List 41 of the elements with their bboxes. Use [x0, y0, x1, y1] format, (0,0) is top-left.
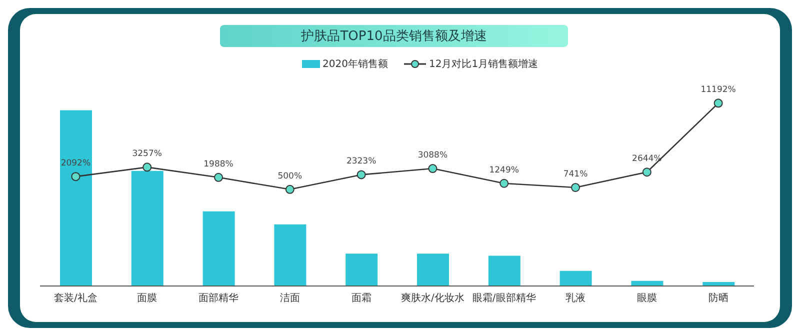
- point: [642, 168, 652, 177]
- bar: [202, 211, 235, 286]
- point: [500, 178, 509, 188]
- point: [428, 164, 438, 174]
- x-tick-label: 爽肤水/化妆水: [401, 292, 464, 304]
- data-label: 3257%: [132, 149, 162, 160]
- point: [142, 162, 152, 172]
- x-tick-label: 眼霜/眼部精华: [472, 292, 536, 304]
- bar: [417, 254, 449, 286]
- point: [71, 172, 80, 182]
- data-label: 741%: [563, 169, 588, 180]
- data-label: 1249%: [489, 165, 519, 176]
- legend-label: 2020年销售额: [322, 58, 388, 71]
- data-label: 1988%: [204, 159, 234, 170]
- point: [214, 172, 223, 182]
- x-tick-label: 防晒: [708, 292, 728, 304]
- data-label: 11192%: [700, 85, 736, 96]
- x-tick-label: 眼膜: [636, 292, 657, 304]
- point: [714, 98, 723, 108]
- bar: [346, 254, 378, 286]
- point: [571, 182, 580, 192]
- x-tick-label: 乳液: [566, 292, 586, 304]
- chart-title: 护肤品TOP10品类销售额及增速: [220, 25, 568, 47]
- data-label: 2323%: [346, 156, 376, 167]
- x-tick-label: 套装/礼盒: [54, 292, 98, 304]
- bar: [131, 170, 164, 286]
- point: [285, 184, 294, 194]
- bar: [488, 256, 520, 286]
- legend-label: 12月对比1月销售额增速: [429, 58, 538, 71]
- data-label: 3088%: [418, 150, 448, 161]
- bar: [60, 110, 92, 286]
- data-label: 2092%: [60, 158, 91, 169]
- x-tick-label: 面部精华: [198, 292, 238, 304]
- point: [356, 170, 366, 180]
- x-tick-label: 面膜: [137, 292, 158, 304]
- data-label: 500%: [278, 171, 302, 182]
- bar: [274, 224, 306, 286]
- x-tick-label: 面霜: [351, 293, 372, 304]
- data-label: 2644%: [632, 154, 662, 164]
- x-tick-label: 洁面: [280, 292, 300, 304]
- bar: [560, 270, 592, 286]
